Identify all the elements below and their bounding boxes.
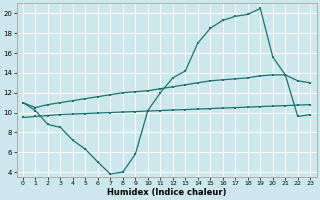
X-axis label: Humidex (Indice chaleur): Humidex (Indice chaleur) bbox=[107, 188, 226, 197]
